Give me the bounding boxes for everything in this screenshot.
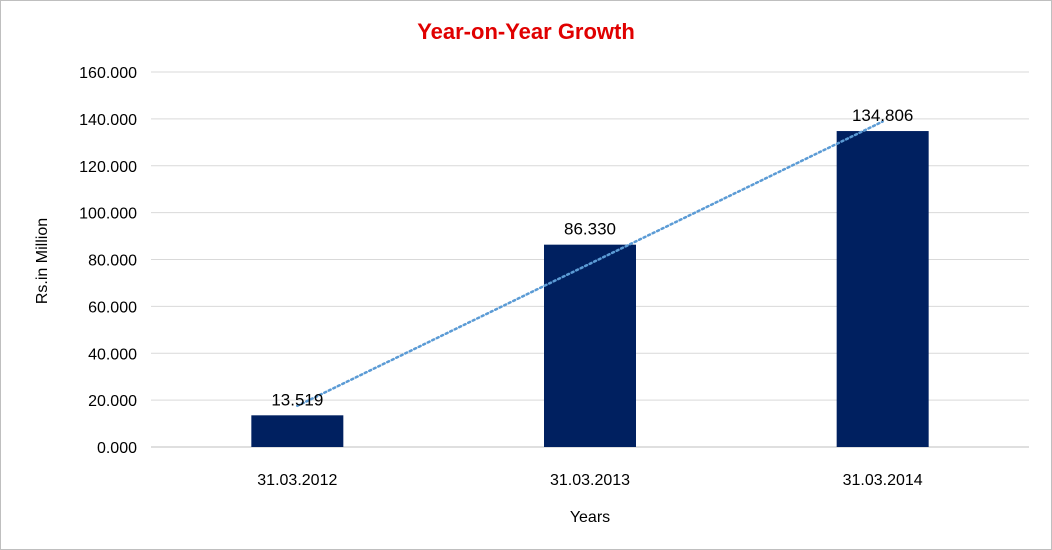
y-tick-label: 20.000 — [88, 393, 137, 410]
trendline-group — [296, 120, 884, 408]
y-tick-label: 80.000 — [88, 253, 137, 270]
y-tick-label: 120.000 — [79, 159, 137, 176]
bar-value-label: 134.806 — [852, 106, 913, 125]
bar-value-label: 13.519 — [271, 390, 323, 409]
y-axis-ticks: 0.000 20.000 40.000 60.000 80.000 100.000 120.… — [79, 65, 137, 457]
data-labels: 13.519 86.330 134.806 — [271, 106, 913, 409]
bars — [251, 131, 929, 447]
chart-title: Year-on-Year Growth — [417, 19, 635, 44]
y-tick-label: 40.000 — [88, 346, 137, 363]
x-tick-label: 31.03.2012 — [257, 472, 337, 489]
x-axis-ticks: 31.03.2012 31.03.2013 31.03.2014 — [257, 472, 923, 489]
y-tick-label: 0.000 — [97, 440, 137, 457]
y-tick-label: 140.000 — [79, 112, 137, 129]
bar — [836, 131, 929, 447]
y-tick-label: 100.000 — [79, 206, 137, 223]
x-axis-title: Years — [570, 509, 610, 526]
trendline — [296, 120, 884, 408]
x-tick-label: 31.03.2014 — [843, 472, 923, 489]
y-axis-title: Rs.in Million — [34, 218, 51, 304]
y-tick-label: 160.000 — [79, 65, 137, 82]
bar-value-label: 86.330 — [564, 220, 616, 239]
y-tick-label: 60.000 — [88, 299, 137, 316]
bar — [251, 415, 344, 447]
bar — [544, 244, 636, 447]
x-tick-label: 31.03.2013 — [550, 472, 630, 489]
